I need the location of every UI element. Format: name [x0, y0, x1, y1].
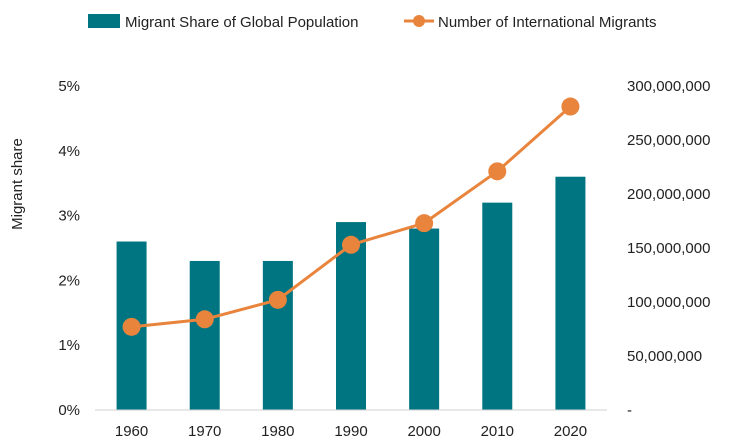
legend-label-bar: Migrant Share of Global Population [125, 14, 358, 31]
y-left-tick-label: 1% [58, 337, 80, 354]
x-tick-label: 2010 [481, 423, 514, 440]
y-right-tick-label: 150,000,000 [627, 240, 710, 257]
legend-swatch-marker [413, 15, 425, 27]
y-right-tick-label: 100,000,000 [627, 294, 710, 311]
x-tick-label: 1970 [188, 423, 221, 440]
line-series [122, 97, 580, 336]
y-right-tick-label: - [627, 402, 632, 419]
migrants-point-1980 [268, 290, 287, 309]
y-right-tick-label: 250,000,000 [627, 132, 710, 149]
bar-2010 [482, 202, 513, 410]
y-axis-left-title: Migrant share [9, 138, 26, 230]
bar-1970 [189, 260, 220, 410]
legend: Migrant Share of Global Population Numbe… [88, 14, 656, 31]
bar-2020 [555, 176, 586, 410]
y-left-tick-label: 0% [58, 402, 80, 419]
legend-swatch-bar [88, 14, 120, 28]
y-right-tick-label: 300,000,000 [627, 78, 710, 95]
x-axis-ticks: 1960 1970 1980 1990 2000 2010 2020 [115, 423, 587, 440]
x-tick-label: 1960 [115, 423, 148, 440]
y-right-tick-label: 50,000,000 [627, 348, 702, 365]
migrants-point-2000 [415, 214, 434, 233]
y-left-tick-label: 5% [58, 78, 80, 95]
migrants-point-1970 [195, 310, 214, 329]
y-right-tick-label: 200,000,000 [627, 186, 710, 203]
x-tick-label: 2020 [554, 423, 587, 440]
migrants-point-1960 [122, 317, 141, 336]
x-tick-label: 1990 [334, 423, 367, 440]
y-left-tick-label: 4% [58, 143, 80, 160]
y-left-tick-label: 3% [58, 208, 80, 225]
migrants-point-1990 [342, 235, 360, 254]
migrants-point-2020 [561, 97, 580, 116]
legend-label-line: Number of International Migrants [438, 14, 656, 31]
bar-2000 [409, 228, 440, 410]
y-axis-right-ticks: - 50,000,000 100,000,000 150,000,000 200,000… [627, 78, 710, 419]
y-axis-left-ticks: 0% 1% 2% 3% 4% 5% [58, 78, 80, 419]
bars [116, 176, 586, 410]
migrants-point-2010 [488, 162, 507, 181]
x-tick-label: 1980 [261, 423, 294, 440]
x-tick-label: 2000 [407, 423, 440, 440]
bar-1980 [262, 260, 293, 410]
y-left-tick-label: 2% [58, 272, 80, 289]
